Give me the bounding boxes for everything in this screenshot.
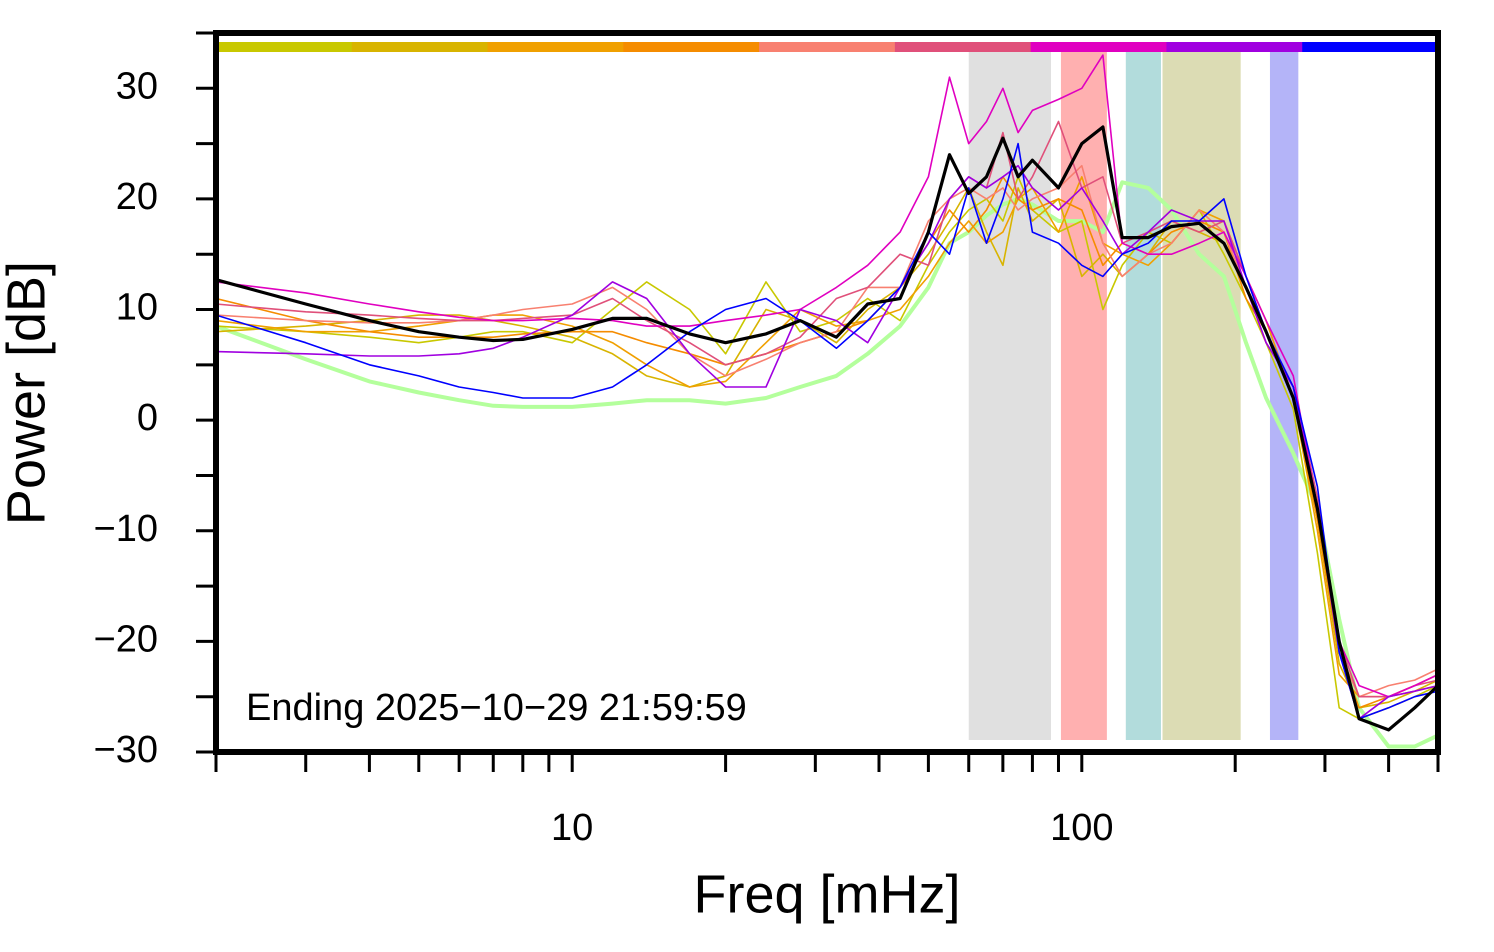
color-bar-segment — [894, 42, 1032, 52]
series-line — [216, 176, 1438, 709]
x-axis-title: Freq [mHz] — [693, 864, 960, 924]
axes: −30 −20 −10 0 10 20 30 10 100 — [94, 30, 1441, 849]
series-line — [216, 176, 1438, 720]
band — [1269, 49, 1299, 740]
series-line — [216, 164, 1438, 720]
y-tick-label: −10 — [94, 508, 158, 550]
x-tick-label: 100 — [1050, 807, 1113, 849]
series-line — [216, 142, 1438, 720]
color-bar-segment — [487, 42, 624, 52]
y-axis-title: Power [dB] — [0, 261, 56, 525]
series-line — [216, 180, 1438, 749]
color-bar-segment — [1302, 42, 1439, 52]
y-tick-label: −30 — [94, 729, 158, 771]
lines — [216, 54, 1438, 749]
y-tick-label: 10 — [116, 287, 158, 329]
color-bar-segment — [1166, 42, 1303, 52]
color-bar-segment — [623, 42, 760, 52]
y-tick-label: 20 — [116, 176, 158, 218]
band — [1125, 49, 1161, 740]
band — [1162, 49, 1241, 740]
x-tick-label: 10 — [551, 807, 593, 849]
plot-frame — [213, 30, 1441, 755]
band — [1060, 49, 1107, 740]
y-tick-label: 30 — [116, 65, 158, 107]
color-bar-segment — [351, 42, 489, 52]
series-line — [216, 176, 1438, 698]
series-line — [216, 54, 1438, 698]
color-bar-segment — [1030, 42, 1167, 52]
annotation: Ending 2025−10−29 21:59:59 — [246, 687, 747, 729]
y-tick-label: −20 — [94, 618, 158, 660]
y-tick-label: 0 — [137, 397, 158, 439]
color-bar-segment — [216, 42, 353, 52]
bands — [968, 49, 1299, 740]
series-line — [216, 120, 1438, 698]
color-bar-segment — [759, 42, 896, 52]
series-line — [216, 187, 1438, 709]
series-line — [216, 125, 1438, 732]
series-line — [216, 164, 1438, 698]
